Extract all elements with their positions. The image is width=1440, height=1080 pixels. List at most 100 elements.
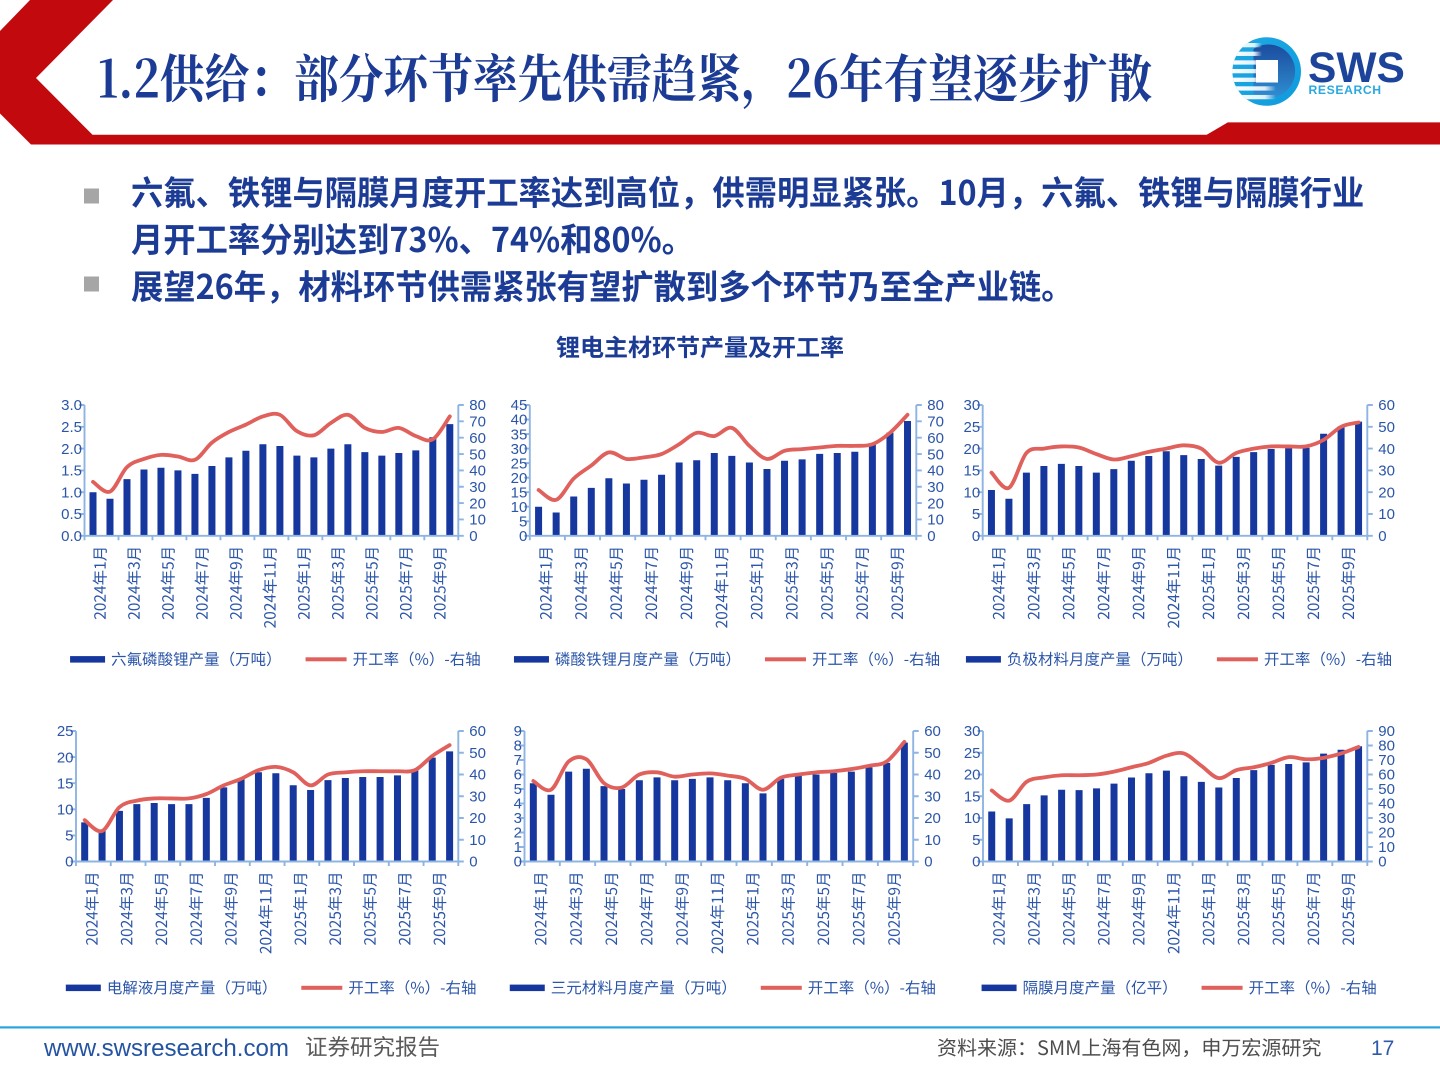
- svg-text:0: 0: [924, 854, 932, 871]
- svg-text:3: 3: [514, 810, 522, 827]
- svg-text:40: 40: [469, 767, 486, 784]
- svg-text:www.swsresearch.com: www.swsresearch.com: [43, 1035, 289, 1062]
- svg-text:5: 5: [972, 832, 980, 849]
- svg-text:0.5: 0.5: [61, 506, 82, 523]
- svg-text:10: 10: [927, 512, 944, 529]
- svg-text:70: 70: [469, 414, 486, 431]
- svg-text:70: 70: [1378, 752, 1395, 769]
- svg-text:50: 50: [469, 745, 486, 762]
- svg-text:20: 20: [469, 810, 486, 827]
- svg-text:15: 15: [57, 775, 74, 792]
- svg-text:80: 80: [469, 397, 486, 414]
- svg-text:7: 7: [514, 752, 522, 769]
- svg-text:45: 45: [511, 397, 528, 414]
- svg-text:8: 8: [514, 738, 522, 755]
- svg-text:5: 5: [65, 828, 73, 845]
- svg-text:50: 50: [1378, 419, 1395, 436]
- svg-text:10: 10: [469, 512, 486, 529]
- svg-text:10: 10: [511, 499, 528, 516]
- svg-text:60: 60: [1378, 767, 1395, 784]
- svg-text:0: 0: [469, 854, 477, 871]
- svg-text:17: 17: [1371, 1037, 1394, 1060]
- svg-text:20: 20: [964, 441, 981, 458]
- svg-text:SWS: SWS: [1308, 45, 1405, 92]
- svg-text:RESEARCH: RESEARCH: [1309, 83, 1382, 97]
- svg-text:60: 60: [469, 430, 486, 447]
- svg-text:30: 30: [469, 788, 486, 805]
- svg-text:30: 30: [924, 788, 941, 805]
- svg-text:20: 20: [927, 495, 944, 512]
- svg-text:15: 15: [964, 788, 981, 805]
- svg-text:0: 0: [1378, 854, 1386, 871]
- svg-text:80: 80: [1378, 738, 1395, 755]
- svg-text:25: 25: [57, 723, 74, 740]
- svg-text:20: 20: [57, 749, 74, 766]
- svg-text:0.0: 0.0: [61, 528, 82, 545]
- svg-text:20: 20: [924, 810, 941, 827]
- svg-text:10: 10: [1378, 839, 1395, 856]
- svg-text:5: 5: [972, 506, 980, 523]
- svg-text:20: 20: [511, 470, 528, 487]
- svg-text:50: 50: [469, 446, 486, 463]
- svg-text:80: 80: [927, 397, 944, 414]
- svg-text:30: 30: [1378, 463, 1395, 480]
- svg-text:1: 1: [514, 839, 522, 856]
- svg-text:1.5: 1.5: [61, 463, 82, 480]
- svg-text:30: 30: [1378, 810, 1395, 827]
- svg-text:25: 25: [511, 455, 528, 472]
- svg-text:30: 30: [964, 397, 981, 414]
- svg-text:15: 15: [964, 463, 981, 480]
- svg-text:40: 40: [511, 412, 528, 429]
- svg-text:10: 10: [469, 832, 486, 849]
- svg-text:30: 30: [469, 479, 486, 496]
- svg-text:10: 10: [964, 484, 981, 501]
- svg-text:50: 50: [927, 446, 944, 463]
- svg-text:3.0: 3.0: [61, 397, 82, 414]
- svg-text:20: 20: [1378, 484, 1395, 501]
- svg-text:40: 40: [469, 463, 486, 480]
- svg-text:0: 0: [519, 528, 527, 545]
- svg-text:35: 35: [511, 426, 528, 443]
- svg-text:0: 0: [972, 528, 980, 545]
- svg-text:0: 0: [972, 854, 980, 871]
- svg-text:10: 10: [57, 802, 74, 819]
- svg-text:15: 15: [511, 484, 528, 501]
- svg-text:90: 90: [1378, 723, 1395, 740]
- svg-text:50: 50: [1378, 781, 1395, 798]
- svg-text:0: 0: [514, 854, 522, 871]
- svg-text:60: 60: [1378, 397, 1395, 414]
- svg-text:2: 2: [514, 825, 522, 842]
- svg-text:60: 60: [469, 723, 486, 740]
- svg-text:0: 0: [469, 528, 477, 545]
- svg-text:10: 10: [964, 810, 981, 827]
- svg-text:0: 0: [927, 528, 935, 545]
- svg-text:50: 50: [924, 745, 941, 762]
- svg-text:6: 6: [514, 767, 522, 784]
- svg-text:9: 9: [514, 723, 522, 740]
- svg-text:60: 60: [924, 723, 941, 740]
- svg-text:30: 30: [964, 723, 981, 740]
- svg-text:10: 10: [1378, 506, 1395, 523]
- svg-text:4: 4: [514, 796, 522, 813]
- svg-text:20: 20: [964, 767, 981, 784]
- svg-text:70: 70: [927, 414, 944, 431]
- svg-text:1.0: 1.0: [61, 484, 82, 501]
- svg-text:60: 60: [927, 430, 944, 447]
- svg-text:20: 20: [1378, 825, 1395, 842]
- svg-text:25: 25: [964, 419, 981, 436]
- svg-text:40: 40: [924, 767, 941, 784]
- svg-text:2.5: 2.5: [61, 419, 82, 436]
- svg-text:30: 30: [511, 441, 528, 458]
- svg-text:2.0: 2.0: [61, 441, 82, 458]
- svg-text:10: 10: [924, 832, 941, 849]
- svg-text:40: 40: [1378, 796, 1395, 813]
- svg-text:40: 40: [927, 463, 944, 480]
- svg-text:0: 0: [1378, 528, 1386, 545]
- svg-text:20: 20: [469, 495, 486, 512]
- svg-text:40: 40: [1378, 441, 1395, 458]
- svg-text:30: 30: [927, 479, 944, 496]
- svg-text:5: 5: [519, 513, 527, 530]
- svg-text:0: 0: [65, 854, 73, 871]
- svg-text:5: 5: [514, 781, 522, 798]
- svg-text:25: 25: [964, 745, 981, 762]
